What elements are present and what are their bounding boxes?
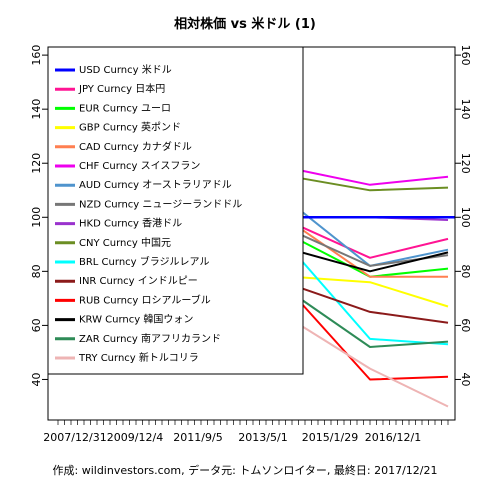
legend-label-7: NZD Curncy ニュージーランドドル: [79, 198, 242, 210]
y-tick-label-left: 140: [30, 99, 43, 120]
legend: USD Curncy 米ドル JPY Curncy 日本円 EUR Curncy ユ…: [47, 46, 304, 375]
legend-label-10: BRL Curncy ブラジルレアル: [79, 255, 209, 268]
x-tick-label: 2013/5/1: [238, 431, 287, 444]
legend-label-8: HKD Curncy 香港ドル: [79, 218, 182, 230]
legend-label-4: CAD Curncy カナダドル: [79, 140, 192, 153]
x-tick-label: 2007/12/31: [43, 431, 106, 444]
y-tick-label-right: 40: [459, 372, 472, 386]
chart-title: 相対株価 vs 米ドル (1): [174, 16, 316, 32]
y-tick-label-left: 120: [30, 153, 43, 174]
legend-label-0: USD Curncy 米ドル: [79, 63, 172, 76]
legend-box: [47, 46, 304, 375]
legend-label-13: KRW Curncy 韓国ウォン: [79, 314, 193, 326]
legend-label-9: CNY Curncy 中国元: [79, 236, 171, 249]
x-tick-label: 2009/12/4: [107, 431, 163, 444]
legend-label-12: RUB Curncy ロシアルーブル: [79, 293, 211, 306]
y-tick-label-right: 120: [459, 153, 472, 174]
y-tick-label-right: 140: [459, 99, 472, 120]
y-tick-label-left: 160: [30, 45, 43, 66]
x-tick-label: 2011/9/5: [173, 431, 222, 444]
legend-label-2: EUR Curncy ユーロ: [79, 103, 171, 114]
y-tick-label-right: 100: [459, 207, 472, 228]
legend-label-15: TRY Curncy 新トルコリラ: [78, 351, 199, 364]
y-tick-label-left: 40: [30, 372, 43, 386]
y-tick-label-right: 60: [459, 318, 472, 332]
legend-label-5: CHF Curncy スイスフラン: [79, 160, 200, 172]
y-tick-label-left: 60: [30, 318, 43, 332]
legend-label-1: JPY Curncy 日本円: [78, 82, 165, 95]
y-tick-label-right: 160: [459, 45, 472, 66]
x-tick-label: 2016/12/1: [365, 431, 421, 444]
legend-label-14: ZAR Curncy 南アフリカランド: [79, 332, 221, 345]
legend-label-3: GBP Curncy 英ポンド: [79, 121, 181, 134]
chart-caption: 作成: wildinvestors.com, データ元: トムソンロイター, 最…: [53, 463, 438, 477]
y-tick-label-left: 100: [30, 207, 43, 228]
x-tick-label: 2015/1/29: [302, 431, 358, 444]
y-tick-label-right: 80: [459, 264, 472, 278]
axes: 40 40 60 60 80 80 100 100 120 120 140 140 160 160 2007…: [30, 45, 472, 444]
legend-label-11: INR Curncy インドルピー: [79, 275, 198, 287]
legend-label-6: AUD Curncy オーストラリアドル: [79, 179, 232, 191]
y-tick-label-left: 80: [30, 264, 43, 278]
